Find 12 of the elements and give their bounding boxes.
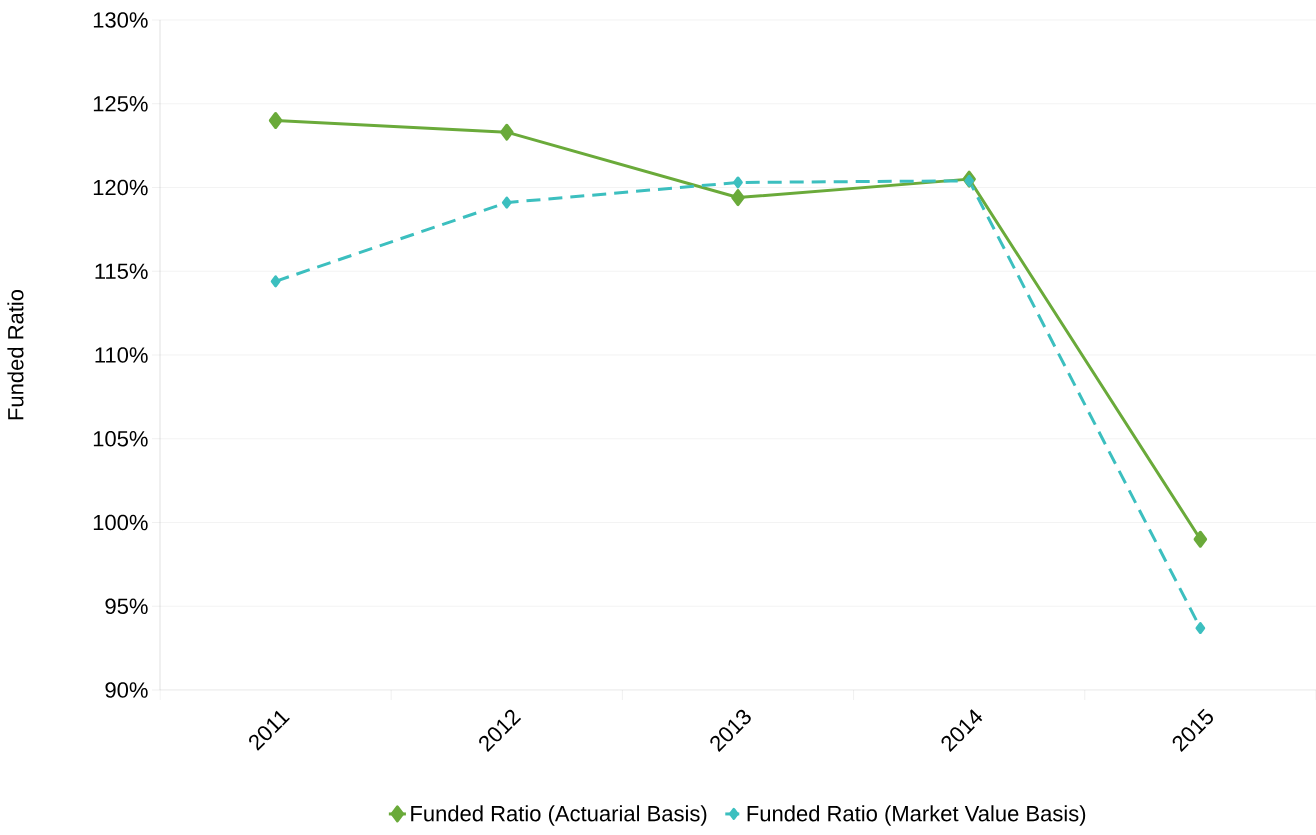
y-tick-label: 115% [95,263,148,279]
y-tick-label: 120% [93,179,148,196]
y-tick-label: 90% [105,682,148,698]
y-tick-label: 100% [93,514,148,531]
y-tick-label: 130% [93,12,148,28]
legend-label: Funded Ratio (Market Value Basis) [747,805,1086,826]
y-axis-title: Funded Ratio [7,289,24,420]
y-tick-label: 125% [93,95,148,112]
legend-label: Funded Ratio (Actuarial Basis) [411,805,707,826]
y-tick-label: 95% [105,598,148,615]
y-tick-label: 110% [95,347,148,363]
y-tick-label: 105% [93,430,148,447]
